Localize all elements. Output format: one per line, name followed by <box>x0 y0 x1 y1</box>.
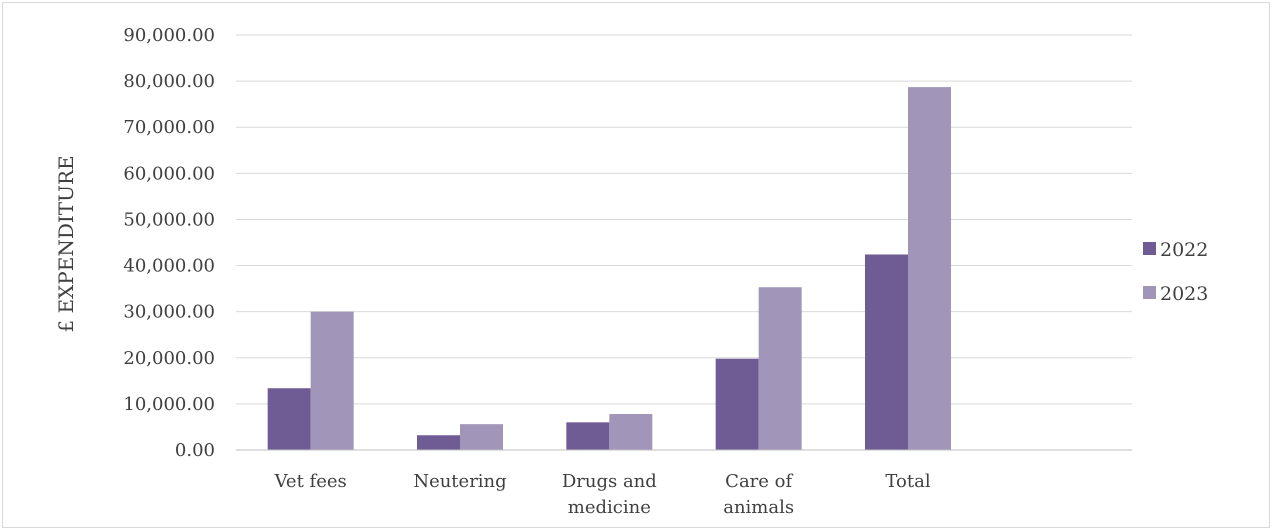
y-tick-label: 30,000.00 <box>123 302 215 323</box>
bar-2023 <box>460 424 503 450</box>
bar-2023 <box>310 311 354 450</box>
bars <box>267 87 951 450</box>
legend: 2022 2023 <box>1143 239 1208 305</box>
y-axis-ticks: 0.00 10,000.00 20,000.00 30,000.00 40,000.00… <box>123 25 215 461</box>
y-tick-label: 40,000.00 <box>123 256 215 277</box>
bar-2022 <box>715 358 759 450</box>
x-category-label: Vet fees <box>274 471 347 492</box>
y-tick-label: 50,000.00 <box>123 209 215 230</box>
legend-label: 2023 <box>1160 283 1208 305</box>
x-category-label: animals <box>723 497 794 518</box>
bar-2022 <box>566 422 610 450</box>
gridlines <box>236 34 1132 405</box>
bar-2022 <box>417 435 460 450</box>
y-axis-title: £ EXPENDITURE <box>54 155 78 332</box>
legend-label: 2022 <box>1160 239 1208 261</box>
y-tick-label: 70,000.00 <box>123 117 215 138</box>
x-category-label: medicine <box>568 497 651 518</box>
x-category-label: Drugs and <box>562 471 657 492</box>
y-tick-label: 80,000.00 <box>123 71 215 92</box>
x-category-label: Neutering <box>413 471 506 492</box>
legend-swatch <box>1143 242 1156 255</box>
bar-2022 <box>267 388 311 450</box>
bar-2023 <box>908 87 951 450</box>
bar-2023 <box>609 414 653 450</box>
y-tick-label: 60,000.00 <box>123 163 215 184</box>
y-tick-label: 20,000.00 <box>123 348 215 369</box>
y-tick-label: 0.00 <box>175 440 215 461</box>
bar-2022 <box>865 254 908 450</box>
x-category-label: Total <box>885 471 930 492</box>
x-category-label: Care of <box>725 471 793 492</box>
x-axis-labels: Vet fees Neutering Drugs and medicine Care o… <box>274 471 931 518</box>
y-tick-label: 90,000.00 <box>123 25 215 46</box>
legend-swatch <box>1143 286 1156 299</box>
bar-2023 <box>758 287 802 450</box>
y-tick-label: 10,000.00 <box>123 394 215 415</box>
